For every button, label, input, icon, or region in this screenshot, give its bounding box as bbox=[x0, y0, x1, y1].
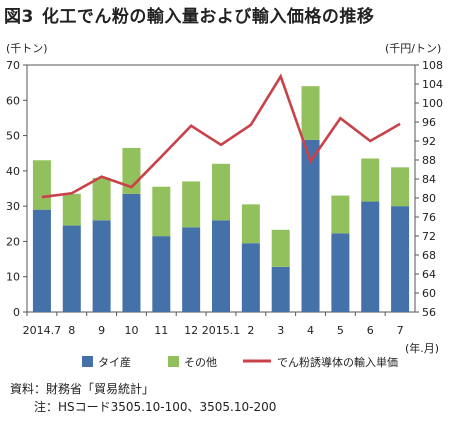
legend-label: その他 bbox=[184, 356, 217, 369]
bar-other bbox=[241, 204, 260, 244]
bar-other bbox=[301, 86, 320, 140]
bar-other bbox=[152, 186, 171, 237]
bar-other bbox=[62, 193, 81, 226]
bar-thai bbox=[271, 266, 290, 312]
bar-thai bbox=[361, 201, 380, 312]
bar-thai bbox=[32, 209, 51, 312]
x-tick-label: 2015.1 bbox=[202, 324, 241, 337]
bar-other bbox=[92, 177, 111, 221]
legend-swatch bbox=[168, 356, 179, 367]
legend-label: でん粉誘導体の輸入単価 bbox=[277, 355, 398, 369]
figure-label: 図3 bbox=[4, 7, 34, 27]
y-right-tick-label: 100 bbox=[422, 97, 443, 110]
legend-swatch bbox=[82, 356, 93, 367]
x-tick-label: 7 bbox=[397, 324, 404, 337]
y-right-tick-label: 76 bbox=[422, 211, 436, 224]
x-tick-label: 4 bbox=[307, 324, 314, 337]
x-tick-label: 5 bbox=[337, 324, 344, 337]
y-right-tick-label: 108 bbox=[422, 59, 443, 72]
x-tick-label: 6 bbox=[367, 324, 374, 337]
y-right-tick-label: 72 bbox=[422, 230, 436, 243]
source-notes: 資料：財務省「貿易統計」 注：HSコード3505.10-100、3505.10-… bbox=[10, 380, 276, 416]
bar-thai bbox=[182, 227, 201, 312]
x-tick-label: 9 bbox=[98, 324, 105, 337]
y-left-tick-label: 50 bbox=[6, 130, 20, 143]
x-tick-label: 2014.7 bbox=[23, 324, 62, 337]
y-right-tick-label: 96 bbox=[422, 116, 436, 129]
bar-thai bbox=[152, 236, 171, 312]
y-right-tick-label: 80 bbox=[422, 192, 436, 205]
y-left-axis-label: (千トン) bbox=[6, 42, 48, 55]
y-right-tick-label: 84 bbox=[422, 173, 436, 186]
bar-thai bbox=[92, 220, 111, 312]
x-tick-label: 3 bbox=[277, 324, 284, 337]
note-line: 注：HSコード3505.10-100、3505.10-200 bbox=[34, 400, 277, 414]
bar-other bbox=[391, 167, 410, 207]
y-right-tick-label: 68 bbox=[422, 249, 436, 262]
bar-thai bbox=[391, 206, 410, 312]
bar-other bbox=[271, 229, 290, 267]
bar-thai bbox=[122, 193, 141, 312]
x-tick-label: 2 bbox=[247, 324, 254, 337]
chart-title: 図3 化工でん粉の輸入量および輸入価格の推移 bbox=[4, 2, 374, 27]
y-right-tick-label: 88 bbox=[422, 154, 436, 167]
bar-thai bbox=[301, 139, 320, 312]
legend-label: タイ産 bbox=[98, 356, 131, 369]
x-axis-unit-label: (年.月) bbox=[405, 341, 439, 355]
y-right-tick-label: 64 bbox=[422, 268, 436, 281]
bar-thai bbox=[241, 243, 260, 312]
y-left-tick-label: 0 bbox=[13, 306, 20, 319]
title-text: 化工でん粉の輸入量および輸入価格の推移 bbox=[41, 7, 375, 27]
y-left-tick-label: 70 bbox=[6, 59, 20, 72]
y-right-tick-label: 60 bbox=[422, 287, 436, 300]
bar-thai bbox=[331, 233, 350, 312]
bar-other bbox=[331, 195, 350, 234]
bar-other bbox=[32, 160, 51, 210]
y-right-tick-label: 56 bbox=[422, 306, 436, 319]
chart-area: 0102030405060705660646872768084889296100… bbox=[6, 42, 443, 369]
x-tick-label: 11 bbox=[154, 324, 168, 337]
bar-thai bbox=[212, 220, 230, 312]
y-right-axis-label: (千円/トン) bbox=[385, 42, 441, 55]
y-left-tick-label: 60 bbox=[6, 94, 20, 107]
x-tick-label: 12 bbox=[184, 324, 198, 337]
bar-other bbox=[212, 163, 230, 221]
y-left-tick-label: 40 bbox=[6, 165, 20, 178]
y-right-tick-label: 104 bbox=[422, 78, 443, 91]
source-line: 資料：財務省「貿易統計」 bbox=[10, 382, 155, 396]
x-tick-label: 8 bbox=[68, 324, 75, 337]
y-right-tick-label: 92 bbox=[422, 135, 436, 148]
y-left-tick-label: 10 bbox=[6, 271, 20, 284]
y-left-tick-label: 20 bbox=[6, 235, 20, 248]
bar-other bbox=[361, 158, 380, 202]
y-left-tick-label: 30 bbox=[6, 200, 20, 213]
bar-thai bbox=[62, 225, 81, 312]
bar-other bbox=[182, 181, 201, 228]
x-tick-label: 10 bbox=[124, 324, 138, 337]
